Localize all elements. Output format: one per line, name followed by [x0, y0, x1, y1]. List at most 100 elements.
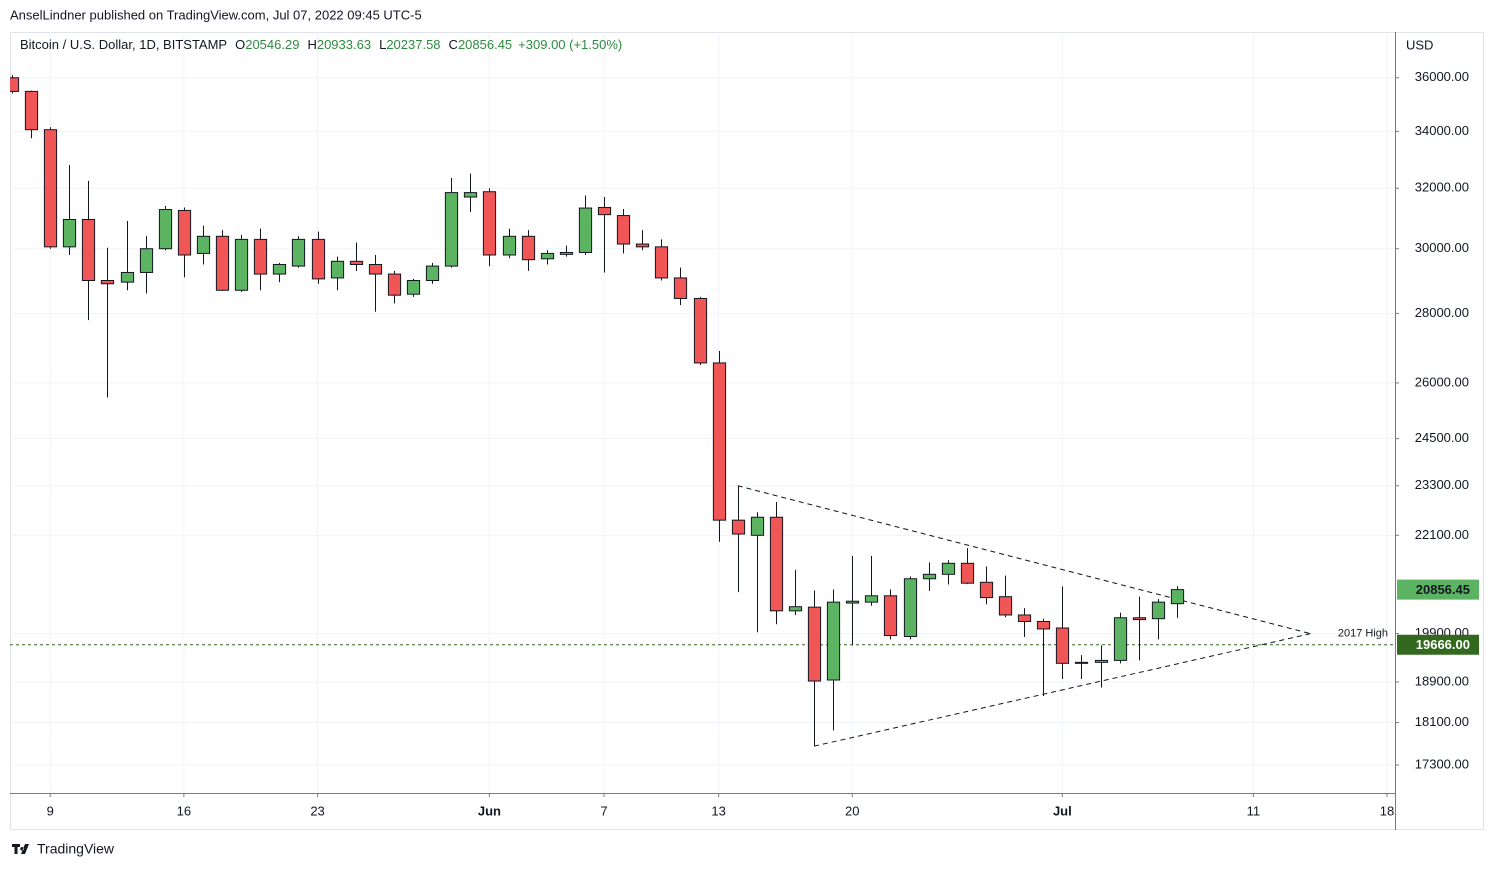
candle-body: [196, 235, 211, 254]
candle-body: [540, 252, 555, 260]
candle-body: [311, 238, 326, 280]
candle-body: [10, 77, 20, 92]
candle-body: [979, 581, 994, 599]
ohlc-value: 20237.58: [386, 37, 440, 52]
candle-body: [1017, 614, 1032, 622]
last-price-label: 20856.45: [1416, 582, 1470, 597]
candle-body: [291, 238, 306, 267]
candle-body: [788, 606, 803, 612]
candle-body: [578, 207, 593, 253]
reference-price-label-box: [1397, 634, 1479, 655]
ohlc-value: 20933.63: [317, 37, 371, 52]
candle-body: [1151, 601, 1166, 620]
x-tick-label: 13: [711, 803, 725, 818]
candle-body: [120, 271, 135, 283]
candle-body: [654, 246, 669, 279]
candle-body: [883, 595, 898, 637]
chart-frame: [10, 32, 1484, 830]
candle-body: [903, 578, 918, 637]
candle-body: [272, 263, 287, 275]
candle-body: [731, 519, 746, 535]
x-tick-label: 7: [600, 803, 607, 818]
candle-body: [1132, 617, 1147, 621]
candle-body: [81, 218, 96, 282]
ohlc-key: H: [307, 37, 316, 52]
candle-body: [158, 209, 173, 250]
candle-body: [559, 251, 574, 255]
y-tick-label: 18900.00: [1415, 673, 1469, 688]
y-tick-label: 22100.00: [1415, 527, 1469, 542]
candle-body: [673, 277, 688, 299]
candle-body: [139, 248, 154, 273]
candle-body: [597, 206, 612, 216]
x-tick-label: 11: [1247, 803, 1261, 818]
candle-body: [349, 260, 364, 265]
ohlc-value: 20546.29: [245, 37, 299, 52]
x-tick-label: 23: [310, 803, 324, 818]
candle-body: [482, 191, 497, 256]
candle-body: [998, 596, 1013, 616]
candle-body: [406, 280, 421, 295]
candle-body: [826, 601, 841, 681]
candle-body: [62, 218, 77, 248]
axes: 36000.00 34000.00 32000.00 30000.00 28000.00…: [47, 69, 1469, 818]
candle-body: [807, 606, 822, 682]
symbol-title: Bitcoin / U.S. Dollar, 1D, BITSTAMP: [20, 37, 227, 52]
candle-body: [1170, 589, 1185, 605]
footer-text: TradingView: [37, 841, 115, 857]
candle-body: [1055, 627, 1070, 664]
candle-body: [521, 235, 536, 261]
y-tick-label: 18100.00: [1415, 714, 1469, 729]
y-tick-label: 26000.00: [1415, 374, 1469, 389]
trendline: [813, 633, 1311, 747]
candle-body: [1113, 617, 1128, 661]
candle-body: [100, 280, 115, 285]
candle-body: [387, 273, 402, 296]
candle-body: [693, 297, 708, 364]
reference-price-label: 19666.00: [1416, 637, 1470, 652]
candle-body: [463, 192, 478, 198]
ohlc-value: 20856.45: [458, 37, 512, 52]
candle-body: [1074, 661, 1089, 664]
candle-body: [635, 243, 650, 248]
candle-body: [425, 265, 440, 282]
footer-logo: TradingView: [12, 841, 115, 857]
y-tick-label: 36000.00: [1415, 69, 1469, 84]
x-tick-label: 20: [845, 803, 859, 818]
candle-body: [253, 238, 268, 275]
candle-body: [750, 516, 765, 536]
candle-body: [368, 263, 383, 275]
candle-body: [502, 235, 517, 256]
symbol-legend: Bitcoin / U.S. Dollar, 1D, BITSTAMP O2054…: [20, 37, 622, 52]
candle-body: [215, 235, 230, 291]
y-tick-label: 24500.00: [1415, 430, 1469, 445]
last-price-label-box: [1397, 579, 1479, 600]
x-tick-label: 9: [47, 803, 54, 818]
x-tick-label: Jul: [1053, 803, 1072, 818]
candle-body: [616, 215, 631, 245]
y-tick-label: 30000.00: [1415, 240, 1469, 255]
x-tick-label: 18: [1380, 803, 1394, 818]
candle-body: [43, 129, 58, 248]
x-tick-label: 16: [177, 803, 191, 818]
candle-body: [712, 362, 727, 521]
y-tick-label: 23300.00: [1415, 477, 1469, 492]
candle-body: [1036, 620, 1051, 630]
candle-body: [769, 516, 784, 612]
grid: [10, 32, 1395, 793]
candle-body: [1094, 659, 1109, 663]
candle-body: [845, 600, 860, 604]
change-value: +309.00 (+1.50%): [518, 37, 622, 52]
candle-body: [177, 209, 192, 256]
candle-body: [941, 562, 956, 575]
candle-body: [960, 562, 975, 584]
y-tick-label: 32000.00: [1415, 180, 1469, 195]
plot-area: [10, 75, 1395, 747]
candle-body: [24, 90, 39, 131]
candle-body: [444, 192, 459, 267]
ohlc-key: O: [235, 37, 245, 52]
y-tick-label: 28000.00: [1415, 305, 1469, 320]
ohlc-key: C: [449, 37, 458, 52]
x-tick-label: Jun: [478, 803, 501, 818]
